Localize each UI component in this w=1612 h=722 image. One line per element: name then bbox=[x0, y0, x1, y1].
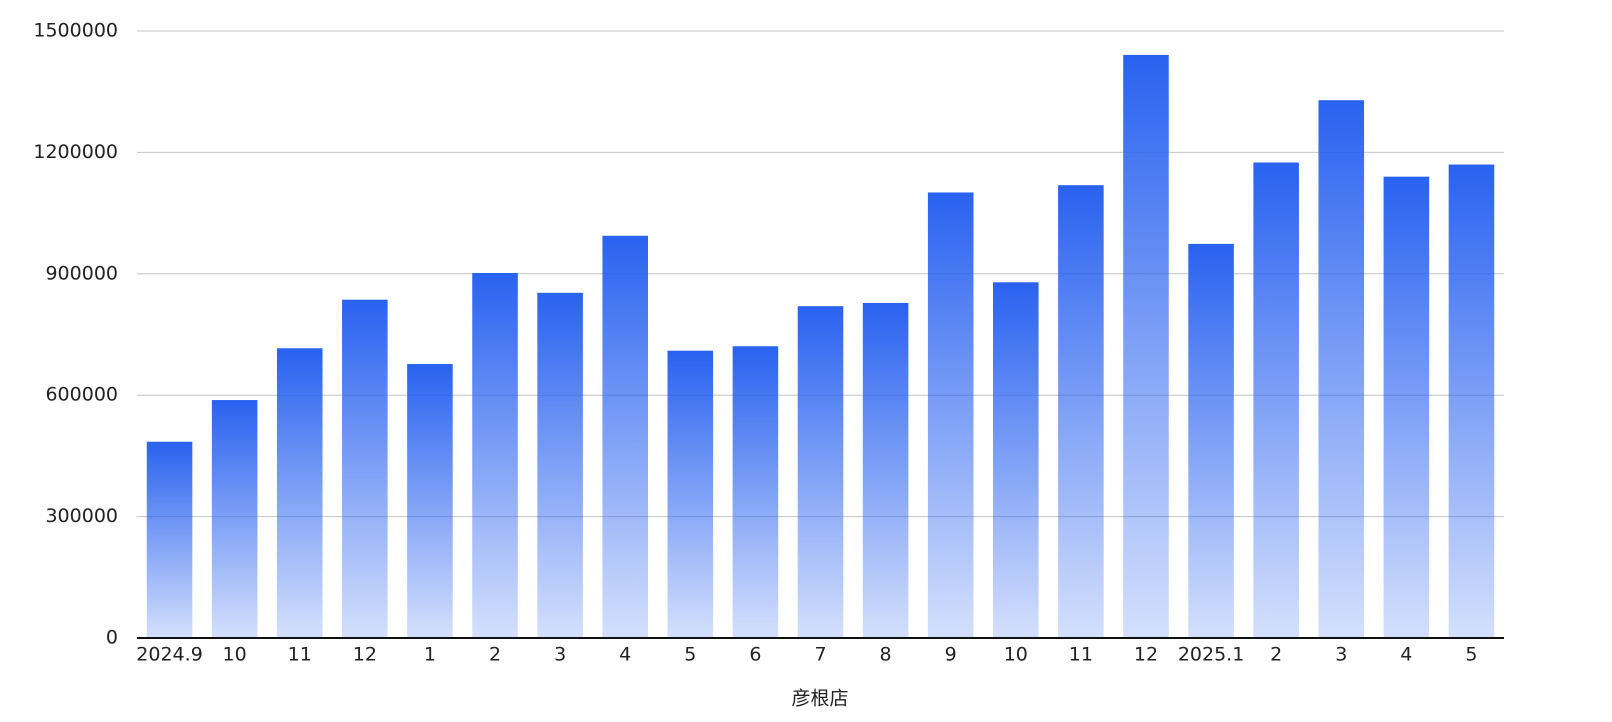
bar bbox=[1253, 162, 1299, 638]
x-tick-label: 5 bbox=[1465, 644, 1477, 666]
x-axis-label: 彦根店 bbox=[791, 688, 848, 710]
x-tick-label: 11 bbox=[288, 644, 312, 666]
x-tick-label: 1 bbox=[424, 644, 436, 666]
bar bbox=[862, 302, 909, 638]
x-tick-label: 9 bbox=[945, 644, 957, 666]
x-tick-label: 10 bbox=[223, 644, 247, 666]
bar bbox=[1383, 176, 1430, 638]
x-tick-label: 11 bbox=[1069, 644, 1093, 666]
x-tick-label: 2025.1 bbox=[1178, 644, 1244, 666]
y-tick-label: 1200000 bbox=[33, 141, 118, 163]
bar bbox=[667, 350, 714, 638]
x-tick-label: 4 bbox=[1400, 644, 1412, 666]
x-tick-label: 5 bbox=[684, 644, 696, 666]
x-tick-label: 6 bbox=[749, 644, 761, 666]
bar bbox=[602, 235, 648, 638]
y-tick-label: 300000 bbox=[45, 505, 118, 527]
x-tick-label: 7 bbox=[814, 644, 826, 666]
bar bbox=[407, 364, 453, 638]
bar bbox=[146, 441, 193, 638]
bar bbox=[927, 192, 974, 638]
x-tick-label: 3 bbox=[1335, 644, 1347, 666]
bar bbox=[342, 299, 388, 638]
y-tick-label: 600000 bbox=[45, 384, 118, 406]
x-tick-label: 2 bbox=[489, 644, 501, 666]
bar bbox=[276, 348, 323, 638]
y-tick-label: 1500000 bbox=[33, 20, 118, 42]
x-tick-label: 4 bbox=[619, 644, 631, 666]
x-tick-label: 12 bbox=[353, 644, 377, 666]
bar bbox=[1448, 164, 1495, 639]
x-tick-label: 2024.9 bbox=[136, 644, 202, 666]
x-tick-label: 3 bbox=[554, 644, 566, 666]
x-tick-label: 12 bbox=[1134, 644, 1158, 666]
x-tick-label: 10 bbox=[1004, 644, 1028, 666]
bar bbox=[1188, 243, 1234, 638]
bar bbox=[211, 400, 258, 638]
x-tick-label: 2 bbox=[1270, 644, 1282, 666]
bar bbox=[472, 272, 518, 638]
y-tick-label: 900000 bbox=[45, 262, 118, 284]
bar bbox=[732, 346, 779, 638]
x-tick-label: 8 bbox=[880, 644, 892, 666]
bar bbox=[1058, 185, 1104, 639]
bar bbox=[797, 306, 844, 638]
bar bbox=[1318, 100, 1365, 638]
bar bbox=[1123, 54, 1169, 639]
bar bbox=[537, 292, 583, 638]
y-tick-label: 0 bbox=[106, 627, 118, 649]
bar bbox=[993, 282, 1039, 638]
